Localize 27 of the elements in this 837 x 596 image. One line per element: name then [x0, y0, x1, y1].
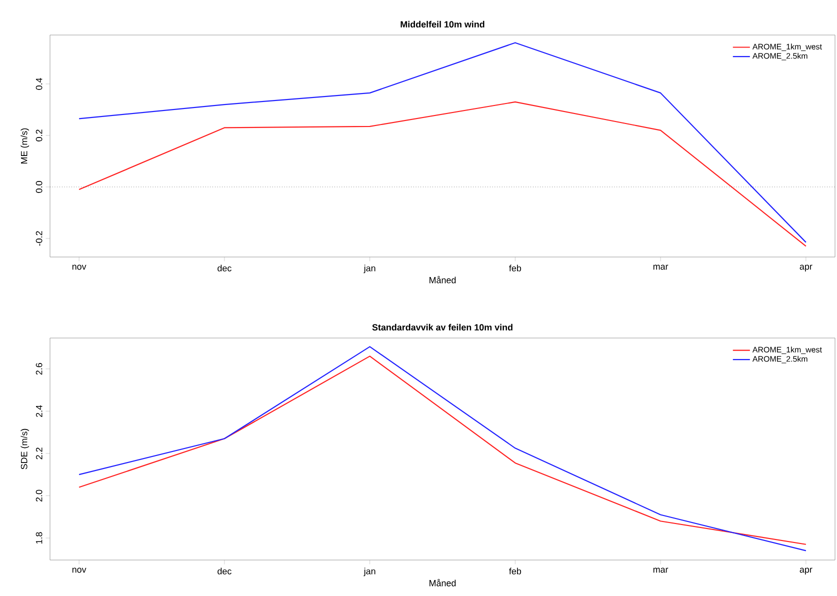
- x-tick-label: apr: [800, 568, 812, 574]
- x-tick-label: mar: [653, 568, 668, 573]
- y-tick-label: 2.4: [36, 405, 42, 417]
- x-tick-label: nov: [72, 264, 86, 270]
- y-tick-label: 2.0: [36, 490, 42, 502]
- x-tick-label: feb: [509, 264, 522, 272]
- x-axis-title: Måned: [430, 578, 456, 586]
- x-tick-label: dec: [218, 568, 232, 574]
- x-tick-label: jan: [364, 568, 376, 576]
- x-tick-label: mar: [653, 264, 668, 270]
- y-tick-label: 0.0: [36, 181, 42, 193]
- y-tick-label: 0.4: [36, 78, 42, 90]
- y-tick-label: -0.2: [36, 231, 42, 246]
- y-tick-label: 2.2: [36, 448, 42, 460]
- chart-title: Standardavvik av feilen 10m vind: [372, 324, 512, 331]
- x-tick-label: feb: [509, 568, 522, 574]
- x-tick-label: jan: [364, 264, 376, 274]
- x-tick-label: apr: [800, 264, 812, 272]
- x-tick-label: nov: [72, 568, 86, 573]
- y-tick-label: 0.2: [36, 130, 42, 142]
- x-axis-title: Måned: [430, 276, 456, 284]
- y-axis-title: ME (m/s): [20, 128, 30, 164]
- chart-title: Middelfeil 10m wind: [400, 20, 484, 28]
- y-axis-title: SDE (m/s): [20, 428, 30, 470]
- x-tick-label: dec: [218, 264, 232, 272]
- y-tick-label: 1.8: [36, 532, 42, 544]
- y-tick-label: 2.6: [36, 363, 42, 375]
